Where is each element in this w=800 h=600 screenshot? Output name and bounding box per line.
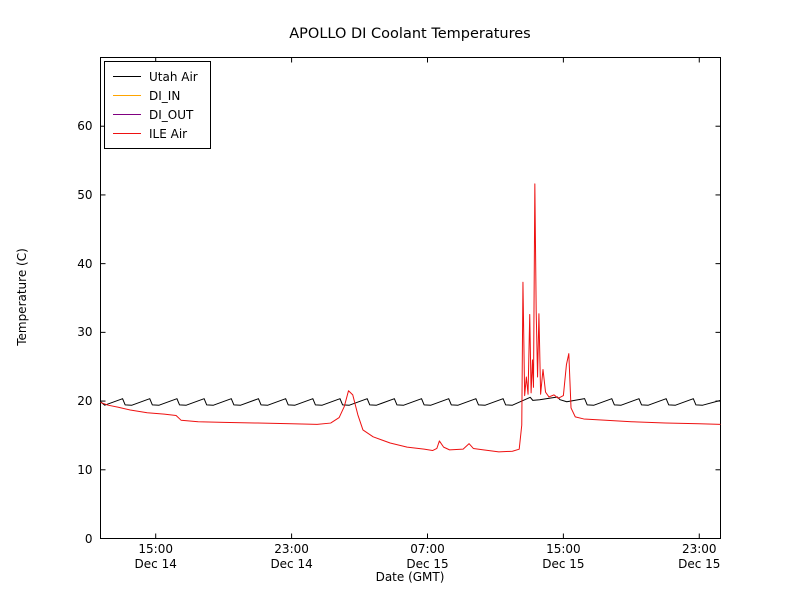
x-tick-date: Dec 15	[542, 557, 585, 571]
x-tick-time: 23:00	[274, 542, 309, 556]
y-tick-label: 60	[77, 119, 93, 134]
series-line-ile-air	[100, 183, 721, 453]
legend-entry-ile-air: ILE Air	[113, 124, 198, 143]
y-tick-label: 50	[77, 187, 93, 202]
y-tick-label: 30	[77, 325, 93, 340]
x-tick-date: Dec 15	[678, 557, 721, 571]
axes-frame	[100, 57, 721, 539]
legend-entry-utah-air: Utah Air	[113, 67, 198, 86]
legend-entry-di-in: DI_IN	[113, 86, 198, 105]
x-tick-label: 23:00 Dec 14	[252, 542, 332, 572]
legend-line-sample	[113, 76, 141, 77]
legend-label: DI_OUT	[149, 107, 194, 122]
legend-label: ILE Air	[149, 126, 188, 141]
x-axis-label: Date (GMT)	[375, 570, 445, 584]
y-tick-label: 40	[77, 256, 93, 271]
legend-line-sample	[113, 133, 141, 134]
legend-label: DI_IN	[149, 88, 181, 103]
x-tick-date: Dec 15	[406, 557, 449, 571]
legend: Utah Air DI_IN DI_OUT ILE Air	[104, 61, 211, 149]
chart-title: APOLLO DI Coolant Temperatures	[289, 26, 531, 42]
y-tick-label: 0	[84, 531, 93, 546]
legend-line-sample	[113, 95, 141, 96]
y-tick-label: 20	[77, 394, 93, 409]
x-tick-label: 23:00 Dec 15	[659, 542, 739, 572]
legend-line-sample	[113, 114, 141, 115]
x-tick-time: 15:00	[546, 542, 581, 556]
x-tick-label: 07:00 Dec 15	[387, 542, 467, 572]
x-tick-time: 15:00	[138, 542, 173, 556]
x-tick-label: 15:00 Dec 15	[523, 542, 603, 572]
x-tick-date: Dec 14	[270, 557, 313, 571]
y-tick-label: 10	[77, 462, 93, 477]
x-tick-label: 15:00 Dec 14	[116, 542, 196, 572]
x-tick-time: 07:00	[410, 542, 445, 556]
series-line-utah-air	[100, 396, 721, 406]
y-axis-label: Temperature (C)	[15, 248, 29, 346]
x-tick-date: Dec 14	[134, 557, 177, 571]
x-tick-time: 23:00	[681, 542, 717, 556]
legend-label: Utah Air	[149, 69, 198, 84]
legend-entry-di-out: DI_OUT	[113, 105, 198, 124]
